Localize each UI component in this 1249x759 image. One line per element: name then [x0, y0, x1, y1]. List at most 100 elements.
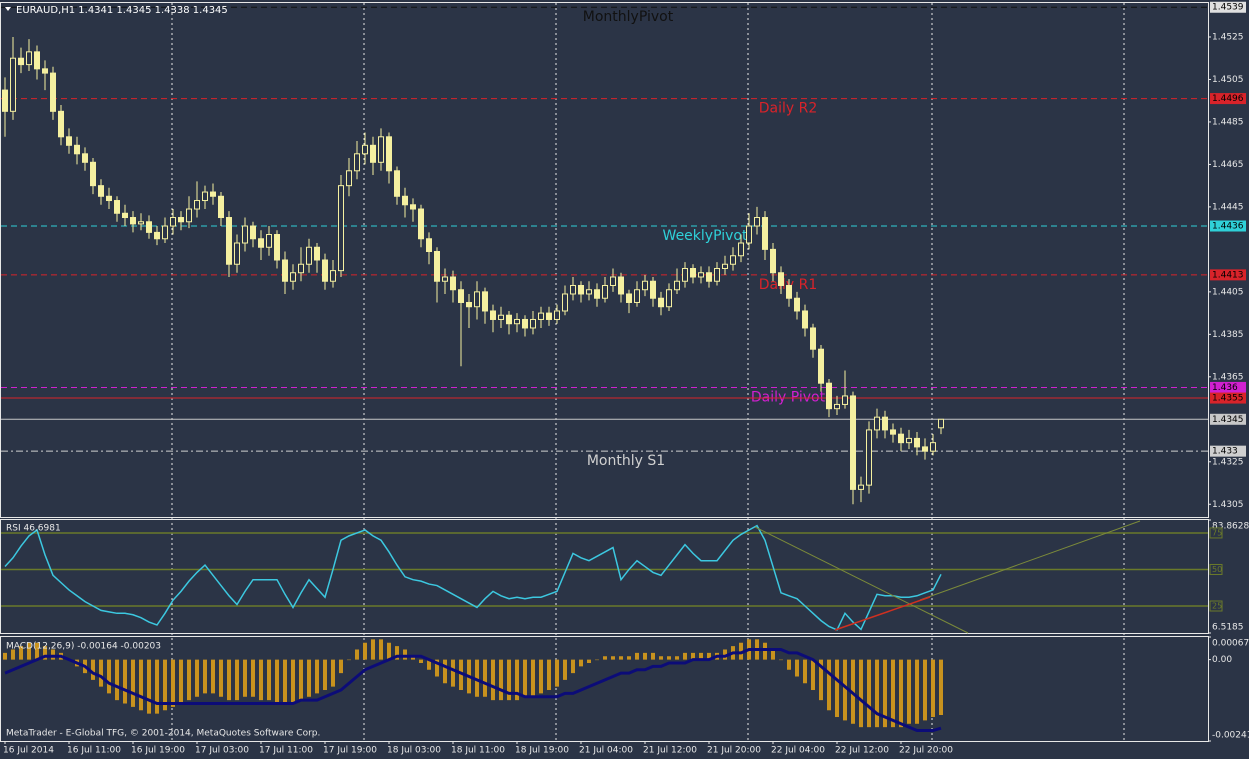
macd-bar [171, 659, 175, 707]
level-name: WeeklyPivot [663, 228, 748, 244]
candle-body [442, 276, 448, 282]
macd-bar [491, 659, 495, 701]
macd-bar [611, 656, 615, 660]
candle-body [266, 234, 272, 248]
macd-bar [299, 659, 303, 701]
level-name: Monthly S1 [587, 453, 665, 469]
macd-bar [435, 659, 439, 677]
footer: MetaTrader - E-Global TFG, © 2001-2014, … [6, 729, 320, 739]
macd-bar [227, 659, 231, 701]
candle-body [834, 403, 840, 410]
candle-body [514, 318, 520, 325]
candle-body [370, 144, 376, 163]
macd-bar [603, 656, 607, 660]
candle-body [154, 231, 160, 240]
candle-body [218, 195, 224, 219]
candle-body [194, 200, 200, 210]
macd-bar [19, 646, 23, 660]
macd-bar [387, 642, 391, 660]
period-separators [171, 3, 1125, 741]
macd-bar [427, 659, 431, 670]
candle-body [186, 208, 192, 223]
macd-bar [883, 659, 887, 728]
x-tick-label: 18 Jul 19:00 [515, 746, 569, 756]
macd-bar [571, 659, 575, 674]
macd-bar [907, 659, 911, 724]
x-tick-label: 22 Jul 04:00 [771, 746, 825, 756]
macd-bar [803, 659, 807, 684]
candle-body [354, 153, 360, 172]
candle-body [722, 263, 728, 269]
macd-pane [0, 636, 1209, 742]
macd-bar [619, 656, 623, 660]
candle-body [178, 217, 184, 223]
candle-body [202, 191, 208, 202]
macd-bar [739, 642, 743, 660]
candle-body [530, 318, 536, 329]
candle-body [818, 348, 824, 384]
candle-body [938, 418, 944, 429]
price-box [1210, 381, 1246, 393]
macd-bar [107, 659, 111, 694]
candle-body [794, 297, 800, 312]
candle-body [730, 255, 736, 265]
y-tick-label: 0.00067 [1212, 639, 1249, 649]
macd-bar [195, 659, 199, 697]
macd-bar [307, 659, 311, 697]
macd-bar [27, 642, 31, 660]
macd-bar [891, 659, 895, 728]
candle-body [34, 51, 40, 70]
y-tick-label: 1.4385 [1212, 330, 1244, 340]
menu-arrow[interactable] [5, 7, 11, 11]
macd-bar [875, 659, 879, 728]
candle-body [826, 382, 832, 410]
macd-bar [363, 642, 367, 660]
candle-body [330, 270, 336, 282]
candle-body [770, 248, 776, 274]
candle-body [10, 57, 16, 112]
macd-bar [123, 659, 127, 704]
candle-body [362, 144, 368, 155]
macd-bar [267, 659, 271, 701]
macd-bar [235, 659, 239, 701]
level-box [1209, 563, 1223, 575]
macd-bar [627, 656, 631, 660]
candle-body [762, 217, 768, 250]
macd-bar [683, 652, 687, 660]
candle-body [554, 310, 560, 320]
macd-bar [243, 659, 247, 697]
candle-body [466, 301, 472, 308]
candle-body [322, 259, 328, 282]
rsi-line [4, 524, 942, 631]
macd-bar [3, 652, 7, 660]
candle-body [538, 312, 544, 320]
candle-body [778, 272, 784, 286]
candle-body [698, 272, 704, 278]
candle-body [306, 246, 312, 265]
candle-body [786, 284, 792, 299]
macd-bar [411, 656, 415, 660]
macd-bar [787, 659, 791, 670]
macd-bar [635, 652, 639, 660]
macd-bar [555, 659, 559, 687]
candle-body [498, 314, 504, 320]
x-tick-label: 16 Jul 19:00 [131, 746, 185, 756]
macd-bar [443, 659, 447, 684]
macd-bar [779, 659, 783, 661]
macd-bar [659, 656, 663, 660]
macd-bar [795, 659, 799, 677]
candle-body [274, 234, 280, 261]
y-tick-label: 1.4365 [1212, 372, 1244, 382]
macd-bar [475, 659, 479, 697]
macd-bar [483, 659, 487, 697]
candle-body [874, 416, 880, 431]
candle-body [562, 293, 568, 312]
macd-bar [35, 642, 39, 660]
candle-body [666, 289, 672, 308]
x-tick-label: 17 Jul 19:00 [323, 746, 377, 756]
candle-body [106, 195, 112, 202]
x-tick-label: 16 Jul 2014 [3, 746, 54, 756]
price-box [1210, 220, 1246, 232]
